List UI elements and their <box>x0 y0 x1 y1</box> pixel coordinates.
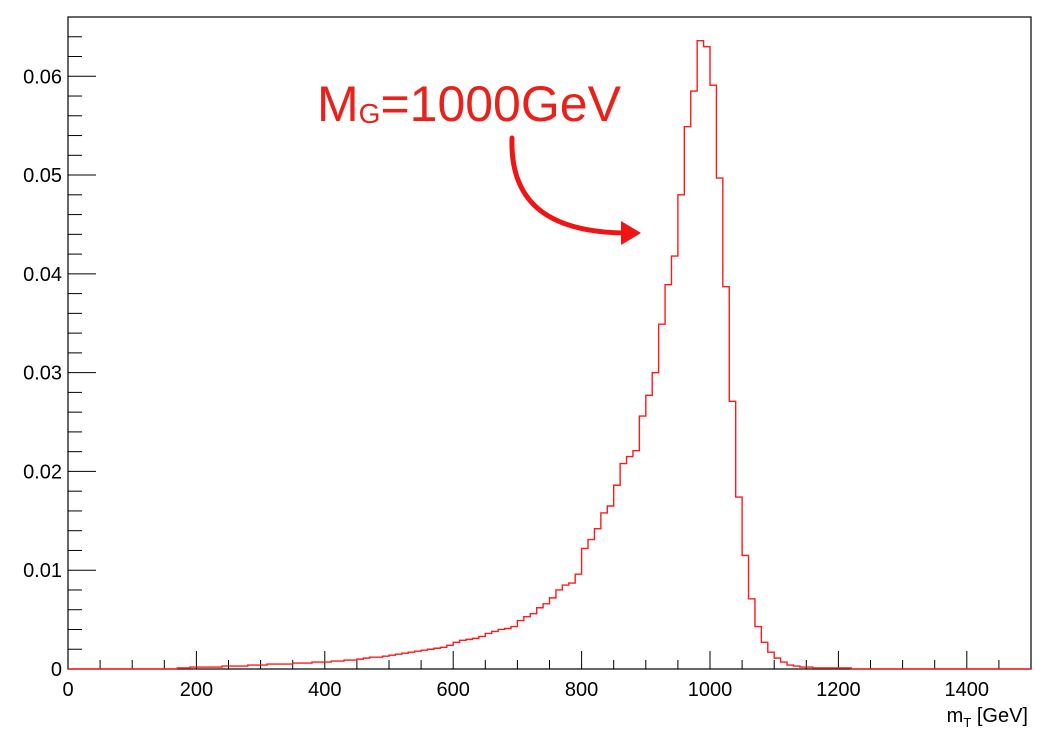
mass-annotation: MG=1000GeV <box>317 76 622 132</box>
axis-ticks <box>67 16 1032 670</box>
x-tick-label: 200 <box>180 679 213 701</box>
y-tick-label: 0.05 <box>23 165 62 187</box>
x-tick-label: 1000 <box>688 679 733 701</box>
x-tick-label: 1400 <box>945 679 990 701</box>
x-tick-label: 600 <box>437 679 470 701</box>
y-tick-label: 0.04 <box>23 264 62 286</box>
y-tick-label: 0.02 <box>23 461 62 483</box>
y-tick-label: 0.01 <box>23 560 62 582</box>
y-tick-label: 0.03 <box>23 363 62 385</box>
y-tick-labels: 0 0.01 0.02 0.03 0.04 0.05 0.06 <box>23 66 62 681</box>
y-tick-label: 0.06 <box>23 66 62 88</box>
x-tick-label: 0 <box>62 679 73 701</box>
x-axis-title: mT [GeV] <box>947 705 1028 730</box>
x-tick-label: 800 <box>565 679 598 701</box>
annotation-arrow <box>509 135 641 245</box>
arrow-head-icon <box>621 221 641 245</box>
x-tick-label: 1200 <box>816 679 861 701</box>
x-tick-labels: 0 200 400 600 800 1000 1200 1400 <box>62 679 989 701</box>
histogram-line <box>68 40 1031 670</box>
y-tick-label: 0 <box>51 659 62 681</box>
x-tick-label: 400 <box>308 679 341 701</box>
